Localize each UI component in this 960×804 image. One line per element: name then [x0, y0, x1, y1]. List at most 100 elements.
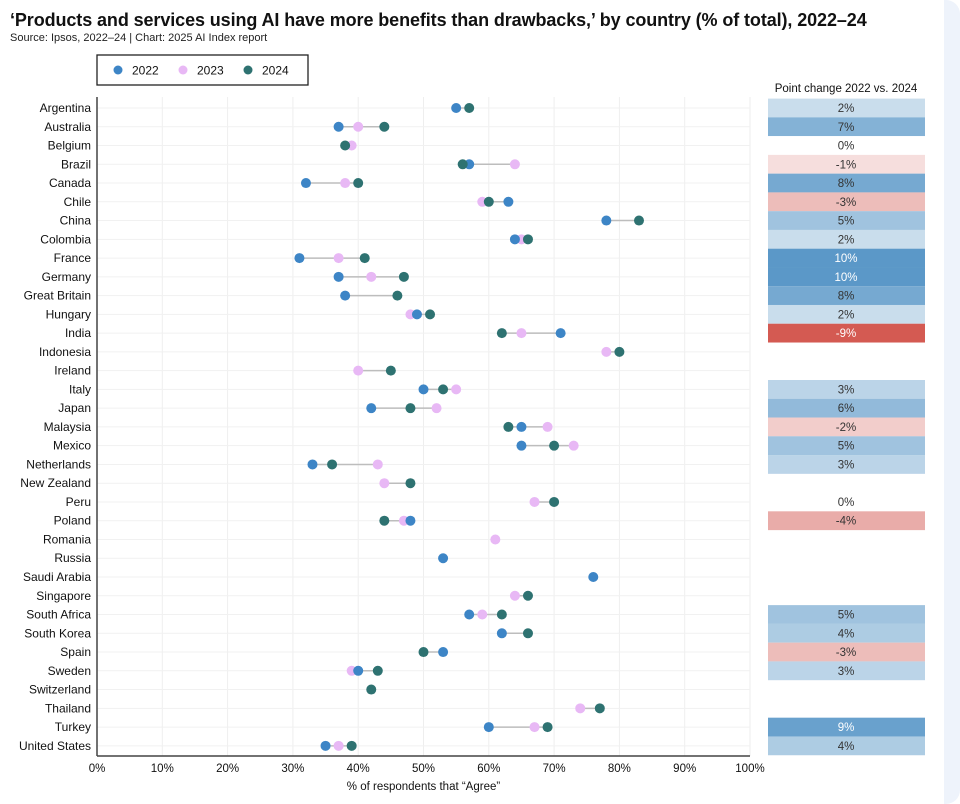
- data-point-2022: [300, 178, 311, 189]
- change-cell: [768, 642, 925, 662]
- change-value: 3%: [838, 384, 855, 396]
- change-cell: [768, 380, 925, 399]
- country-label: Mexico: [53, 439, 91, 453]
- change-cell: [768, 323, 925, 343]
- country-label: Spain: [60, 645, 91, 659]
- country-label: France: [54, 251, 92, 265]
- legend-marker-2022: [113, 65, 123, 75]
- country-label: South Africa: [26, 608, 91, 622]
- change-cell: [768, 417, 925, 437]
- data-point-2022: [503, 196, 514, 207]
- data-point-2023: [353, 365, 364, 376]
- legend-label-2022: 2022: [132, 64, 159, 78]
- data-point-2024: [594, 703, 605, 714]
- change-cell: [768, 98, 925, 118]
- change-value: -3%: [836, 197, 856, 209]
- country-label: Thailand: [45, 701, 91, 715]
- change-value: 0%: [838, 141, 855, 153]
- change-cell: [768, 436, 925, 456]
- data-point-2022: [451, 103, 462, 113]
- country-label: Poland: [54, 514, 91, 528]
- change-cell: [768, 248, 925, 268]
- change-value: 5%: [838, 216, 855, 228]
- country-label: Australia: [44, 120, 91, 134]
- change-value: -1%: [836, 159, 856, 171]
- change-cell: [768, 605, 925, 624]
- country-label: Canada: [49, 176, 91, 190]
- data-point-2022: [555, 328, 566, 339]
- data-point-2024: [549, 440, 560, 451]
- data-point-2024: [542, 722, 553, 733]
- data-point-2023: [431, 403, 442, 414]
- data-point-2024: [457, 159, 468, 170]
- data-point-2023: [353, 121, 364, 132]
- change-cell: [768, 229, 925, 249]
- change-value: 10%: [834, 272, 857, 284]
- country-label: Ireland: [54, 364, 91, 378]
- change-cell: [768, 511, 925, 531]
- country-label: Belgium: [48, 139, 91, 153]
- data-point-2023: [333, 740, 344, 751]
- data-point-2023: [490, 534, 501, 545]
- data-point-2022: [411, 309, 422, 320]
- country-label: Singapore: [36, 589, 91, 603]
- x-tick-label: 100%: [735, 763, 764, 775]
- data-point-2022: [353, 665, 364, 676]
- data-point-2022: [294, 253, 305, 264]
- chart-title: ‘Products and services using AI have mor…: [10, 10, 867, 30]
- data-point-2023: [516, 328, 527, 339]
- data-point-2023: [372, 459, 383, 470]
- data-point-2024: [366, 684, 377, 695]
- data-point-2022: [516, 421, 527, 432]
- data-point-2022: [516, 440, 527, 451]
- legend-marker-2024: [243, 65, 253, 75]
- data-point-2024: [464, 103, 475, 113]
- data-point-2022: [340, 290, 351, 301]
- data-point-2023: [366, 271, 377, 282]
- change-value: -2%: [836, 422, 856, 434]
- x-tick-label: 30%: [281, 763, 304, 775]
- change-cell: [768, 736, 925, 756]
- country-label: Germany: [42, 270, 91, 284]
- change-value: 8%: [838, 178, 855, 190]
- country-label: Netherlands: [26, 457, 91, 471]
- data-point-2024: [327, 459, 338, 470]
- data-point-2023: [333, 253, 344, 264]
- data-point-2024: [438, 384, 449, 395]
- data-point-2024: [405, 478, 416, 489]
- data-point-2022: [438, 647, 449, 658]
- x-tick-label: 50%: [412, 763, 435, 775]
- data-point-2024: [418, 647, 429, 658]
- data-point-2024: [425, 309, 436, 320]
- country-label: New Zealand: [20, 476, 91, 490]
- change-cell: [768, 623, 925, 643]
- change-value: 2%: [838, 234, 855, 246]
- x-tick-label: 40%: [347, 763, 370, 775]
- data-point-2023: [529, 496, 540, 507]
- country-label: Sweden: [48, 664, 91, 678]
- change-value: -3%: [836, 647, 856, 659]
- change-value: 5%: [838, 441, 855, 453]
- change-value: 10%: [834, 253, 857, 265]
- data-point-2022: [366, 403, 377, 414]
- data-point-2023: [451, 384, 462, 395]
- data-point-2024: [385, 365, 396, 376]
- country-label: Romania: [43, 532, 91, 546]
- data-point-2023: [601, 346, 612, 357]
- change-cell: [768, 192, 925, 212]
- data-point-2022: [418, 384, 429, 395]
- country-label: Japan: [58, 401, 91, 415]
- change-value: 4%: [838, 628, 855, 640]
- change-value: 4%: [838, 741, 855, 753]
- legend: [96, 54, 309, 86]
- change-cell: [768, 154, 925, 174]
- change-cell: [768, 661, 925, 681]
- change-value: 5%: [838, 610, 855, 622]
- data-point-2024: [496, 328, 507, 339]
- change-value: 8%: [838, 291, 855, 303]
- data-point-2024: [503, 421, 514, 432]
- change-value: 2%: [838, 309, 855, 321]
- legend-marker-2023: [178, 65, 188, 75]
- data-point-2022: [438, 553, 449, 564]
- legend-label-2023: 2023: [197, 64, 224, 78]
